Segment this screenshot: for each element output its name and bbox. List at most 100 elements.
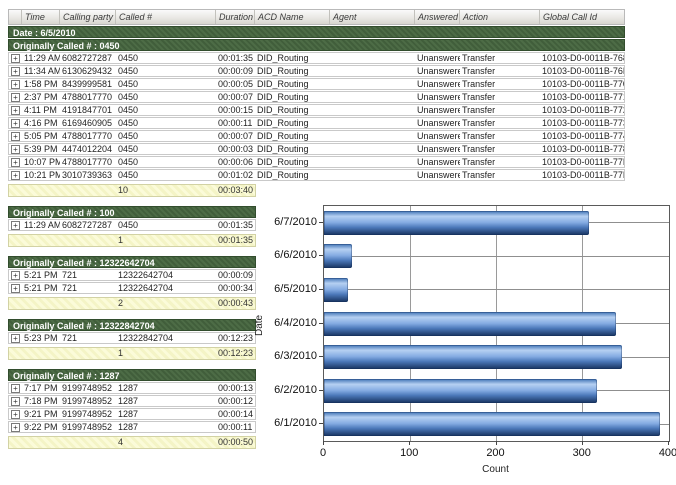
table-row[interactable]: +2:37 PM 4788017770 0450 00:00:07 DID_Routin… <box>8 91 625 103</box>
horizontal-gridline <box>324 255 669 257</box>
cell-called: 0450 <box>118 170 139 180</box>
table-row[interactable]: +1:58 PM 8439999581 0450 00:00:05 DID_Routin… <box>8 78 625 90</box>
expand-row-icon[interactable]: + <box>11 170 20 180</box>
cell-calling-party: 4191847701 <box>62 105 113 115</box>
x-axis-tick <box>581 441 583 445</box>
expand-row-icon[interactable]: + <box>11 283 20 293</box>
cell-answered: Unanswered <box>417 92 460 102</box>
column-header-calling-party[interactable]: Calling party # <box>60 10 116 24</box>
cell-duration: 00:00:06 <box>218 157 254 167</box>
calls-per-day-bar-chart: Count Date 0 100 200 300 400 6/7/2010 6/6/2010… <box>252 200 676 485</box>
column-header-expand[interactable] <box>9 10 22 24</box>
table-row[interactable]: +10:07 PM 4788017770 0450 00:00:06 DID_Routi… <box>8 156 625 168</box>
y-axis-tick-label: 6/6/2010 <box>274 249 317 262</box>
summary-total-duration: 00:01:35 <box>218 235 254 245</box>
expand-row-icon[interactable]: + <box>11 333 20 343</box>
table-row[interactable]: +10:21 PM 3010739363 0450 00:01:02 DID_Routi… <box>8 169 625 181</box>
cell-global-call-id: 10103-D0-0011B-77F <box>542 170 624 180</box>
expand-row-icon[interactable]: + <box>11 92 20 102</box>
expand-row-icon[interactable]: + <box>11 409 20 419</box>
call-group: Originally Called # : 12322642704 +5:21 P… <box>8 256 668 310</box>
expand-cell: + <box>9 220 22 230</box>
expand-row-icon[interactable]: + <box>11 53 20 63</box>
y-axis-tick-label: 6/1/2010 <box>274 417 317 430</box>
expand-row-icon[interactable]: + <box>11 66 20 76</box>
summary-spacer <box>60 298 116 309</box>
table-row[interactable]: +9:21 PM 9199748952 1287 00:00:14 <box>8 408 256 420</box>
column-header-time[interactable]: Time <box>22 10 60 24</box>
cell-calling-party: 6130629432 <box>62 66 113 76</box>
x-axis-tick <box>409 441 411 445</box>
cell-agent <box>330 144 415 154</box>
table-row[interactable]: +5:21 PM 721 12322642704 00:00:09 <box>8 269 256 281</box>
y-axis-tick-label: 6/5/2010 <box>274 282 317 295</box>
cell-time: 5:23 PM <box>24 333 58 343</box>
cell-calling-party: 6082727287 <box>62 53 113 63</box>
expand-row-icon[interactable]: + <box>11 79 20 89</box>
cell-duration: 00:00:13 <box>218 383 254 393</box>
expand-row-icon[interactable]: + <box>11 422 20 432</box>
cell-answered: Unanswered <box>417 144 460 154</box>
summary-spacer <box>22 348 60 359</box>
table-row[interactable]: +9:22 PM 9199748952 1287 00:00:11 <box>8 421 256 433</box>
table-row[interactable]: +4:11 PM 4191847701 0450 00:00:15 DID_Routin… <box>8 104 625 116</box>
cell-answered: Unanswered <box>417 79 460 89</box>
y-axis-tick-label: 6/2/2010 <box>274 383 317 396</box>
cell-calling-party: 8439999581 <box>62 79 113 89</box>
x-axis-tick <box>323 441 324 445</box>
table-row[interactable]: +5:23 PM 721 12322842704 00:12:23 <box>8 332 256 344</box>
column-header-answered[interactable]: Answered <box>415 10 460 24</box>
column-header-duration[interactable]: Duration <box>216 10 255 24</box>
y-axis-tick-label: 6/4/2010 <box>274 316 317 329</box>
summary-spacer <box>22 235 60 246</box>
expand-row-icon[interactable]: + <box>11 144 20 154</box>
cell-agent <box>330 105 415 115</box>
group-summary-row: 2 00:00:43 <box>8 297 256 310</box>
expand-cell: + <box>9 118 22 128</box>
expand-row-icon[interactable]: + <box>11 118 20 128</box>
table-row[interactable]: +7:18 PM 9199748952 1287 00:00:12 <box>8 395 256 407</box>
cell-agent <box>330 170 415 180</box>
column-header-acd-name[interactable]: ACD Name <box>255 10 330 24</box>
chart-x-axis-title: Count <box>482 464 509 475</box>
column-header-action[interactable]: Action <box>460 10 540 24</box>
table-header-row: Time Calling party # Called # Duration ACD N… <box>8 9 625 25</box>
expand-row-icon[interactable]: + <box>11 105 20 115</box>
table-row[interactable]: +5:05 PM 4788017770 0450 00:00:07 DID_Routin… <box>8 130 625 142</box>
summary-spacer <box>60 437 116 448</box>
table-row[interactable]: +7:17 PM 9199748952 1287 00:00:13 <box>8 382 256 394</box>
cell-acd-name: DID_Routing <box>257 170 309 180</box>
bar-6-2-2010 <box>324 378 598 403</box>
table-row[interactable]: +4:16 PM 6169460905 0450 00:00:11 DID_Routin… <box>8 117 625 129</box>
cell-time: 1:58 PM <box>24 79 58 89</box>
table-row[interactable]: +11:34 AM 6130629432 0450 00:00:09 DID_Routi… <box>8 65 625 77</box>
summary-spacer <box>22 437 60 448</box>
cell-agent <box>330 131 415 141</box>
cell-time: 4:16 PM <box>24 118 58 128</box>
cell-duration: 00:00:07 <box>218 131 254 141</box>
expand-row-icon[interactable]: + <box>11 383 20 393</box>
column-header-global-call-id[interactable]: Global Call Id <box>543 12 598 22</box>
summary-spacer <box>60 348 116 359</box>
column-header-agent[interactable]: Agent <box>330 10 415 24</box>
expand-row-icon[interactable]: + <box>11 131 20 141</box>
expand-cell: + <box>9 283 22 293</box>
table-row[interactable]: +11:29 AM 6082727287 0450 00:01:35 DID_Routi… <box>8 52 625 64</box>
cell-time: 7:17 PM <box>24 383 58 393</box>
x-axis-tick-label: 0 <box>319 447 327 459</box>
expand-row-icon[interactable]: + <box>11 396 20 406</box>
cell-duration: 00:00:09 <box>218 270 254 280</box>
group-summary-row: 4 00:00:50 <box>8 436 256 449</box>
y-axis-tick <box>319 288 323 290</box>
expand-row-icon[interactable]: + <box>11 157 20 167</box>
cell-acd-name: DID_Routing <box>257 53 309 63</box>
call-group: Originally Called # : 1287 +7:17 PM 919974… <box>8 369 668 449</box>
column-header-called[interactable]: Called # <box>116 10 216 24</box>
table-row[interactable]: +5:21 PM 721 12322642704 00:00:34 <box>8 282 256 294</box>
table-row[interactable]: +5:39 PM 4474012204 0450 00:00:03 DID_Routin… <box>8 143 625 155</box>
table-row[interactable]: +11:29 AM 6082727287 0450 00:01:35 <box>8 219 256 231</box>
expand-row-icon[interactable]: + <box>11 220 20 230</box>
cell-duration: 00:12:23 <box>218 333 254 343</box>
expand-row-icon[interactable]: + <box>11 270 20 280</box>
cell-time: 10:07 PM <box>24 157 60 167</box>
